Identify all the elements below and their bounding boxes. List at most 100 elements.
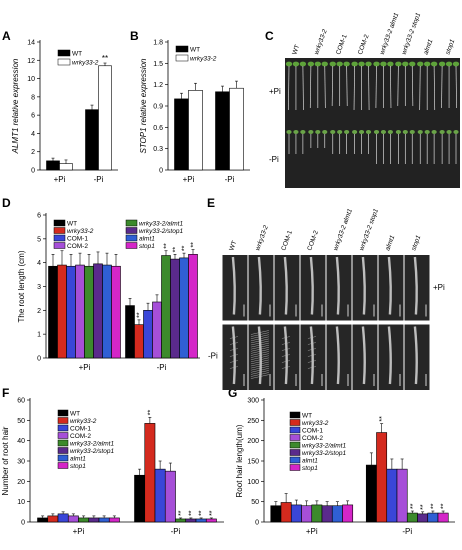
- y-axis-label: Root hair length(um): [235, 424, 244, 497]
- y-tick-label: 3: [37, 284, 41, 291]
- seedling-column-label: WT: [291, 44, 301, 56]
- root-hair: [281, 354, 290, 357]
- root-photo-panel: WT wrky33-2 COM-1 COM-2 wrky33-2 almt1 wrky33…: [208, 208, 445, 390]
- y-tick-label: 4: [37, 260, 41, 267]
- root-hair: [307, 348, 316, 351]
- bar-wt: [215, 91, 230, 171]
- x-tick-label: -Pi: [157, 363, 167, 372]
- bar-wrky33-2: [47, 515, 59, 523]
- y-tick-label: 6: [31, 113, 35, 120]
- y-tick-label: 100: [247, 479, 259, 486]
- root-hair: [281, 342, 290, 345]
- bar-wrky33-2: [376, 432, 388, 523]
- seedling-column-label: COM-1: [335, 33, 349, 55]
- bar-com-1: [143, 310, 153, 359]
- seedling-column-label: stop1: [444, 38, 456, 56]
- legend-swatch: [289, 464, 301, 471]
- bar-wrky33-2: [59, 163, 73, 171]
- root-column-label: almt1: [384, 234, 396, 252]
- bar-com-1: [57, 513, 69, 523]
- root-shape: [361, 256, 366, 315]
- root-column-label: wrky33-2 stop1: [358, 208, 380, 252]
- panel-letter-a: A: [2, 29, 11, 43]
- panel-letter-c: C: [265, 29, 274, 43]
- bar-wrky33-2-stop1: [417, 513, 429, 523]
- seedling-leaves: [307, 61, 315, 67]
- bar-wt: [125, 305, 135, 359]
- seedling-leaves: [409, 61, 416, 67]
- seedling-leaves: [424, 130, 430, 134]
- root-column-label: wrky33-2 almt1: [332, 208, 354, 252]
- seedling-column-label: almt1: [422, 38, 434, 56]
- seedling-leaves: [387, 130, 393, 134]
- bar-com-1: [386, 468, 398, 523]
- row-label-plus-pi: +Pi: [433, 283, 445, 292]
- y-tick-label: 200: [247, 438, 259, 445]
- bar-com-2: [301, 505, 313, 523]
- seedling-column-label: wrky33-2: [313, 28, 329, 56]
- seedling-leaves: [300, 130, 306, 134]
- bar-stop1: [205, 518, 217, 523]
- root-hair: [307, 342, 316, 345]
- bar-almt1: [427, 512, 439, 523]
- y-tick-label: 1.2: [153, 82, 163, 89]
- row-label-minus-pi: -Pi: [208, 352, 218, 361]
- bar-almt1: [331, 505, 343, 523]
- y-tick-label: 1: [37, 332, 41, 339]
- significance-marker: **: [164, 243, 171, 249]
- x-tick-label: +Pi: [183, 175, 195, 184]
- root-shape: [335, 256, 340, 315]
- bar-com-2: [164, 470, 176, 523]
- root-hair: [250, 366, 269, 371]
- significance-marker: **: [173, 247, 180, 253]
- bar-wrky33-2-stop1: [321, 505, 333, 523]
- y-axis-label: ALMT1 relative expression: [11, 58, 20, 154]
- y-tick-label: 50: [17, 418, 25, 425]
- root-shape: [413, 326, 418, 385]
- y-tick-label: 0.6: [153, 125, 163, 132]
- significance-marker: **: [209, 510, 216, 516]
- y-tick-label: 20: [17, 479, 25, 486]
- seedling-leaves: [380, 61, 387, 67]
- legend-swatch: [57, 439, 69, 447]
- legend-label: WT: [70, 411, 80, 418]
- root-hair: [250, 363, 269, 369]
- seedling-leaves: [352, 130, 358, 134]
- root-shape: [231, 326, 236, 385]
- root-hair: [250, 336, 269, 341]
- root-hair: [307, 366, 316, 369]
- root-hair: [250, 332, 269, 337]
- bar-wrky33-2-almt1: [78, 517, 90, 523]
- y-tick-label: 1.8: [153, 40, 163, 47]
- seedling-column-label: COM-2: [357, 33, 371, 55]
- legend-swatch: [289, 426, 301, 434]
- legend-swatch: [57, 447, 69, 454]
- bar-almt1: [195, 518, 207, 523]
- legend-label: COM-1: [70, 426, 91, 433]
- legend-label: COM-2: [67, 243, 88, 250]
- y-tick-label: 2: [31, 149, 35, 156]
- y-tick-label: 40: [17, 438, 25, 445]
- y-tick-label: 10: [27, 76, 35, 83]
- bar-com-2: [75, 264, 85, 359]
- y-tick-label: 50: [251, 499, 259, 506]
- legend-label: almt1: [302, 458, 318, 465]
- chart-almt1-expression: 0 2 4 6 8 10 12 14 ALMT1 relative expression +Pi -…: [11, 40, 118, 184]
- x-tick-label: -Pi: [171, 527, 181, 536]
- bar-com-2: [396, 468, 408, 523]
- legend-swatch: [57, 409, 69, 417]
- bar-wt: [46, 160, 60, 171]
- significance-marker: **: [441, 503, 448, 509]
- bar-wrky33-2-stop1: [170, 258, 180, 359]
- legend-swatch: [289, 434, 301, 441]
- bar-wrky33-2-almt1: [175, 518, 187, 523]
- seedling-leaves: [329, 61, 336, 67]
- y-axis-label: Number of root hair: [1, 426, 10, 495]
- bar-wrky33-2: [229, 87, 244, 171]
- seedling-leaves: [299, 61, 307, 67]
- root-hair: [281, 336, 290, 339]
- y-tick-label: 0: [37, 356, 41, 363]
- root-hair: [250, 368, 269, 373]
- significance-marker: **: [191, 242, 198, 248]
